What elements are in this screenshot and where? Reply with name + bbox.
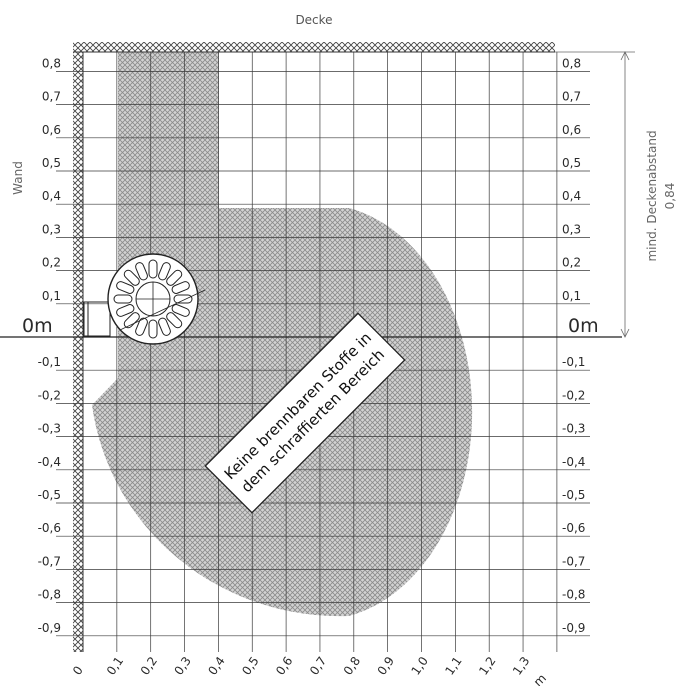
x-tick: 0,5 [239,654,261,678]
heater-fin [171,304,190,317]
y-tick-right: -0,2 [562,388,585,402]
x-tick: 0,8 [341,654,363,678]
x-tick: 0,1 [104,654,126,678]
y-tick-right: -0,5 [562,488,585,502]
wall-label: Wand [11,161,25,195]
x-tick: 0,6 [273,654,295,678]
x-tick: 0,7 [307,654,329,678]
y-tick-right: 0,7 [562,90,581,104]
heater-fin [116,304,135,317]
ceiling-label: Decke [295,13,332,27]
x-tick: 1,3 [510,654,532,678]
y-axis-right-ticks: 0,8 0,7 0,6 0,5 0,4 0,3 0,2 0,1 -0,1 -0,2 -0,3 -0,4… [555,56,590,637]
y-tick-left: -0,2 [38,388,61,402]
heater-fin [166,269,183,286]
min-distance-dimension [555,51,635,338]
y-tick-left: 0,5 [42,156,61,170]
heater-mount [83,301,111,337]
y-tick-right: 0,5 [562,156,581,170]
y-tick-left: 0,1 [42,289,61,303]
x-tick: 0,9 [375,654,397,678]
y-tick-left: -0,9 [38,621,61,635]
zero-label-left: 0m [22,315,53,337]
y-tick-left: -0,7 [38,554,61,568]
zero-label-right: 0m [568,315,599,337]
y-tick-left: 0,3 [42,222,61,236]
y-tick-left: 0,4 [42,189,61,203]
y-tick-right: -0,6 [562,521,585,535]
ceiling-hatch [73,42,555,52]
y-tick-right: -0,8 [562,588,585,602]
y-tick-right: -0,4 [562,455,585,469]
x-tick: 1,0 [408,654,430,678]
heater-fin [123,269,140,286]
y-tick-left: -0,6 [38,521,61,535]
y-tick-right: 0,4 [562,189,581,203]
y-tick-left: -0,1 [38,355,61,369]
y-tick-left: 0,7 [42,90,61,104]
heater-fin [116,281,135,294]
heater-fins [113,259,193,339]
y-tick-left: -0,8 [38,588,61,602]
heater-fin [158,317,171,336]
y-tick-right: 0,2 [562,256,581,270]
y-tick-left: 0,2 [42,256,61,270]
heater-fin [135,262,148,281]
y-tick-left: -0,4 [38,455,61,469]
y-tick-right: 0,6 [562,123,581,137]
y-tick-right: -0,9 [562,621,585,635]
y-tick-right: -0,7 [562,554,585,568]
heater-fin [158,262,171,281]
heater-fin [148,319,158,339]
x-tick: 0 [70,663,86,677]
heater-fin [113,294,133,304]
min-distance-title: mind. Deckenabstand [645,130,659,261]
x-tick: 1,1 [442,654,464,678]
y-tick-right: 0,3 [562,222,581,236]
min-distance-value: 0,84 [663,183,677,210]
x-axis-ticks: 0 0,1 0,2 0,3 0,4 0,5 0,6 0,7 0,8 0,9 1,0 1,1 1,2 1,3 [70,654,532,678]
heater-fin [171,281,190,294]
x-tick: 1,2 [476,654,498,678]
x-tick: 0,4 [205,654,227,678]
heater-fin [166,312,183,329]
x-tick: 0,3 [172,654,194,678]
y-tick-right: -0,3 [562,422,585,436]
y-axis-left-ticks: 0,8 0,7 0,6 0,5 0,4 0,3 0,2 0,1 -0,1 -0,2 -0,3 -0,4… [38,56,83,637]
wall-hatch [73,52,83,652]
y-tick-left: 0,6 [42,123,61,137]
y-tick-left: -0,3 [38,422,61,436]
y-tick-right: -0,1 [562,355,585,369]
x-tick: 0,2 [138,654,160,678]
heater-fin [173,294,193,304]
y-tick-left: -0,5 [38,488,61,502]
heater-icon [83,253,206,345]
y-tick-right: 0,1 [562,289,581,303]
y-tick-left: 0,8 [42,56,61,70]
heater-fin [148,259,158,279]
x-unit-label: m [531,671,549,686]
y-tick-right: 0,8 [562,56,581,70]
